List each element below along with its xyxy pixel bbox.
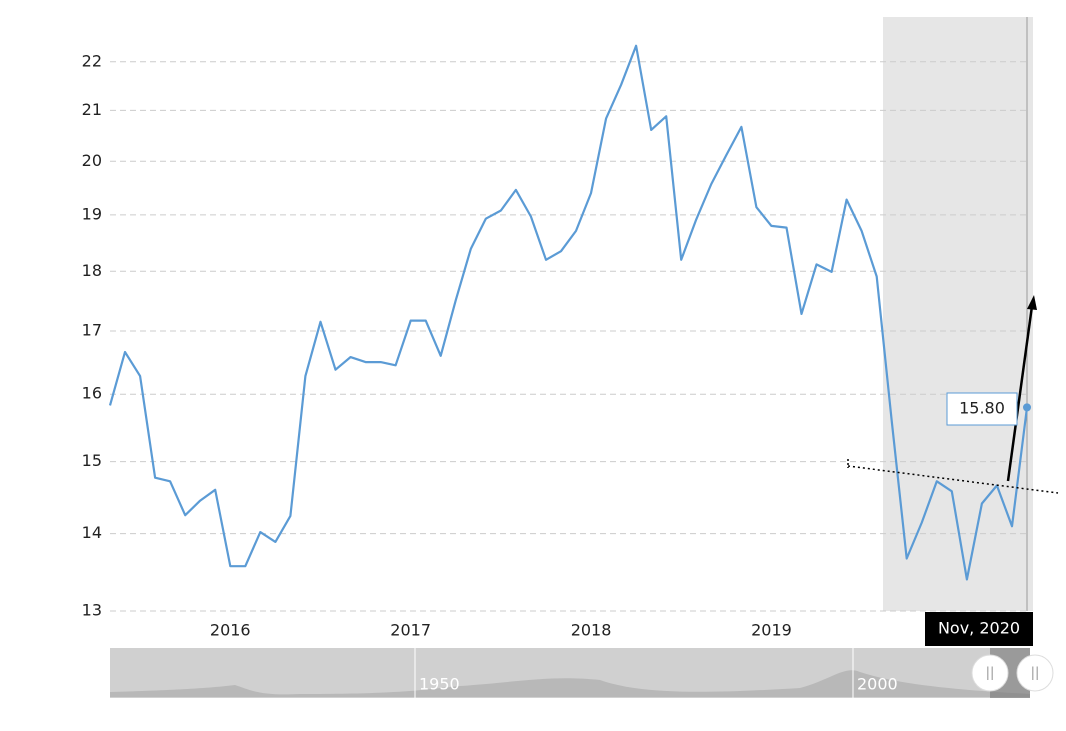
- data-point: [1023, 403, 1031, 412]
- tooltip-box: [946, 392, 1018, 426]
- date-label-box: [925, 612, 1033, 646]
- arrow: [1006, 305, 1034, 482]
- y-tick-label: 13: [82, 601, 102, 620]
- tooltip-value: 15.80: [959, 399, 1005, 418]
- y-tick-label: 16: [82, 384, 102, 403]
- navigator-handle[interactable]: [971, 654, 1009, 692]
- date-label: Nov, 2020: [938, 619, 1020, 638]
- navigator-label: 2000: [857, 675, 898, 694]
- y-tick-label: 17: [82, 320, 102, 339]
- navigator-label: 1950: [419, 675, 460, 694]
- data-line: [108, 44, 1029, 581]
- y-tick-label: 22: [82, 51, 102, 70]
- x-tick-label: 2016: [210, 621, 251, 640]
- y-tick-label: 15: [82, 451, 102, 470]
- x-tick-label: 2019: [751, 621, 792, 640]
- arrow-head: [1027, 295, 1037, 310]
- y-tick-label: 19: [82, 204, 102, 223]
- handle-grip: ||: [1031, 666, 1040, 681]
- y-tick-label: 20: [82, 151, 102, 170]
- y-tick-label: 14: [82, 523, 102, 542]
- shaded-region: [883, 17, 1033, 611]
- navigator-area: [110, 670, 1030, 697]
- plot: 13 14 15 16 17 18 19 20 21 22 2016 2017 2018 2019: [82, 44, 1031, 640]
- x-tick-label: 2017: [390, 621, 431, 640]
- y-tick-label: 21: [82, 100, 102, 119]
- x-tick-label: 2018: [571, 621, 612, 640]
- navigator-handle[interactable]: [1016, 654, 1054, 692]
- handle-grip: ||: [986, 666, 995, 681]
- y-tick-label: 18: [82, 261, 102, 280]
- trend-line: [847, 465, 1059, 494]
